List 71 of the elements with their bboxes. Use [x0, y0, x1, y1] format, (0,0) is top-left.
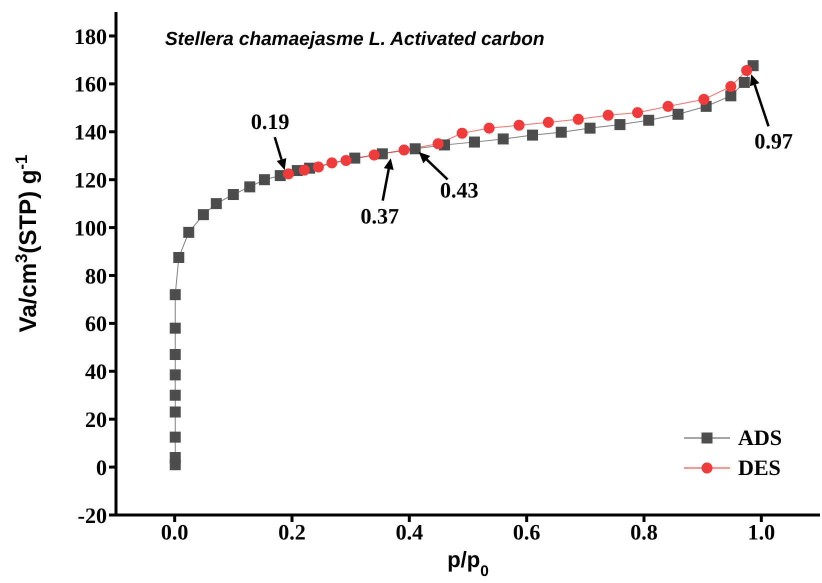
y-tick-label: 60: [85, 311, 107, 336]
y-tick-label: 160: [74, 72, 107, 97]
point: [340, 155, 352, 166]
point: [326, 157, 338, 168]
point: [170, 390, 181, 401]
point: [572, 114, 584, 125]
point: [228, 189, 239, 200]
point: [298, 164, 310, 176]
point: [170, 322, 181, 334]
annotation: 0.97: [754, 128, 793, 154]
point: [498, 133, 509, 144]
point: [527, 130, 538, 141]
point: [741, 64, 752, 76]
y-tick-label: -20: [78, 502, 107, 528]
y-tick-label: 180: [74, 24, 107, 49]
y-tick-label: 100: [74, 215, 107, 240]
legend-label: DES: [738, 455, 781, 481]
x-tick-label: 0.4: [396, 520, 424, 545]
point: [183, 226, 194, 238]
annotation: 0.37: [360, 203, 399, 228]
x-tick-label: 0.8: [630, 520, 658, 545]
point: [432, 138, 444, 150]
y-tick-label: 0: [96, 454, 107, 480]
x-tick-label: 0.6: [512, 520, 540, 545]
y-tick-label: 120: [74, 167, 107, 192]
point: [484, 122, 495, 134]
point: [282, 168, 294, 180]
point: [556, 126, 567, 138]
point: [542, 116, 554, 128]
point: [672, 108, 684, 120]
annotation: 0.19: [250, 108, 290, 134]
annotation: 0.43: [440, 178, 478, 203]
point: [456, 128, 468, 139]
point: [170, 289, 181, 300]
point: [170, 452, 181, 464]
point: [398, 144, 410, 156]
point: [725, 90, 736, 102]
point: [210, 198, 222, 210]
point: [643, 114, 654, 126]
y-tick-label: 40: [85, 359, 107, 384]
x-tick-label: 0.0: [160, 520, 188, 545]
legend-label: ADS: [738, 425, 782, 451]
y-tick-label: 140: [74, 120, 107, 145]
point: [368, 149, 380, 160]
x-axis-title: p/p$_{0}$: [447, 547, 489, 580]
point: [410, 143, 421, 154]
point: [170, 432, 181, 443]
point: [244, 181, 256, 192]
point: [258, 174, 270, 186]
point: [349, 152, 360, 164]
point: [698, 94, 710, 105]
x-tick-label: 1.0: [748, 520, 776, 545]
point: [584, 122, 596, 134]
x-tick-label: 0.2: [278, 520, 306, 545]
point: [173, 252, 184, 264]
point: [170, 349, 181, 360]
y-tick-label: 20: [85, 407, 107, 432]
point: [662, 100, 674, 112]
point: [514, 120, 525, 131]
point: [198, 209, 209, 220]
point: [725, 80, 736, 92]
y-tick-label: 80: [85, 263, 107, 288]
point: [312, 161, 324, 172]
text: Stellera chamaejasme L. Activated carbon: [165, 29, 544, 50]
point: [170, 369, 181, 380]
point: [738, 76, 750, 88]
point: [170, 406, 181, 418]
point: [468, 136, 480, 148]
point: [632, 107, 644, 118]
point: [614, 119, 626, 130]
point: [602, 110, 614, 121]
